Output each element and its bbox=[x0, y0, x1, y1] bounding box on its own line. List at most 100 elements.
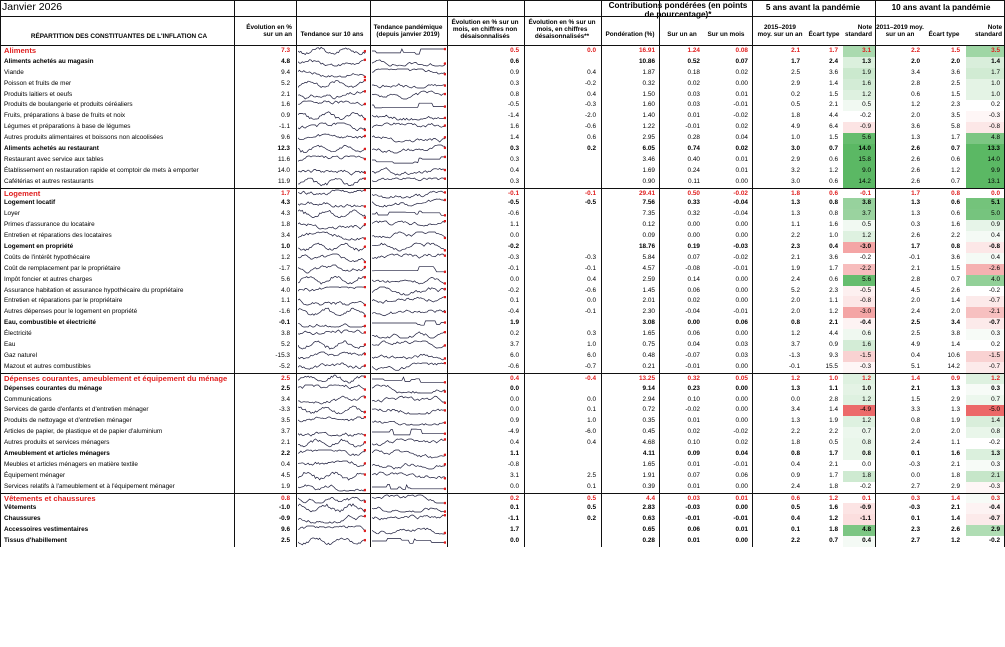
sparkline-trend bbox=[298, 329, 366, 336]
sparkline-latest-marker bbox=[443, 487, 446, 490]
sparkline-svg bbox=[298, 275, 366, 285]
sparkline-latest-marker bbox=[363, 434, 366, 437]
cell-cy: 0.01 bbox=[687, 537, 700, 545]
sparkline-svg bbox=[298, 89, 366, 100]
cell-sa bbox=[526, 209, 596, 220]
table-row: Impôt foncier et autres charges 5.6 0.0 0.4… bbox=[0, 274, 1005, 286]
standard-score-heat bbox=[843, 536, 875, 547]
sparkline-latest-marker bbox=[443, 236, 446, 240]
sparkline-trend bbox=[298, 144, 366, 153]
table-row: Restaurant avec service aux tables 11.6 0.… bbox=[0, 154, 1005, 166]
sparkline-svg bbox=[372, 68, 446, 76]
cell-cm: 0.03 bbox=[735, 351, 748, 359]
table-row: Dépenses courantes, ameublement et équip… bbox=[0, 372, 1005, 385]
sparkline-svg bbox=[298, 340, 366, 350]
column-divider bbox=[296, 0, 297, 548]
cell-mom: 0.5 bbox=[510, 47, 519, 54]
sparkline-trend bbox=[372, 538, 446, 544]
sparkline-svg bbox=[372, 296, 446, 305]
cell-cm: 0.00 bbox=[735, 417, 748, 425]
sparkline-latest-marker bbox=[363, 177, 366, 180]
sparkline-svg bbox=[298, 525, 366, 533]
sparkline bbox=[372, 460, 446, 471]
sparkline-trend bbox=[372, 276, 446, 285]
cell-cy: 0.03 bbox=[687, 90, 700, 98]
sparkline bbox=[372, 111, 446, 122]
cell-a10: 1.3 bbox=[911, 199, 920, 207]
sparkline-svg bbox=[298, 285, 366, 292]
cell-mom: -1.1 bbox=[507, 515, 519, 523]
sparkline-latest-marker bbox=[363, 304, 366, 307]
cell-n5: 14.0 bbox=[858, 145, 871, 153]
standard-score-heat bbox=[966, 176, 1004, 188]
standard-score-heat bbox=[966, 220, 1004, 232]
cell-s10: 1.4 bbox=[951, 515, 960, 523]
sparkline-trend bbox=[298, 209, 366, 219]
cell-cm: 0.06 bbox=[735, 471, 748, 479]
sparkline-trend bbox=[372, 242, 446, 252]
sparkline-svg bbox=[372, 408, 446, 415]
table-row: Aliments 7.3 0.5 0.0 16.91 1.24 0.08 2.1 1.7 3.1 2… bbox=[0, 46, 1005, 57]
sparkline-latest-marker bbox=[363, 58, 366, 62]
cell-s10: 14.2 bbox=[947, 362, 960, 370]
cell-cm: 0.06 bbox=[735, 319, 748, 327]
cell-a10: 0.1 bbox=[911, 449, 920, 457]
table-row: Autres produits et services ménagers 2.1 0… bbox=[0, 438, 1005, 449]
cell-sa: -0.6 bbox=[584, 286, 596, 294]
cell-a5: 3.0 bbox=[791, 177, 800, 185]
cell-w: 7.56 bbox=[642, 199, 655, 207]
cell-cy: 0.18 bbox=[687, 68, 700, 76]
sparkline-latest-marker bbox=[363, 343, 366, 346]
sparkline-latest-marker bbox=[363, 223, 366, 226]
sparkline-trend bbox=[372, 48, 446, 55]
sparkline-svg bbox=[298, 395, 366, 404]
cell-cy: 0.74 bbox=[687, 145, 700, 153]
cell-mom: -0.5 bbox=[507, 101, 519, 109]
cell-n5: 1.9 bbox=[862, 68, 871, 76]
cell-a5: 1.8 bbox=[791, 439, 800, 447]
header-sd5: Écart type bbox=[808, 31, 840, 38]
cell-cy: 0.40 bbox=[687, 155, 700, 163]
cell-sa: -0.3 bbox=[584, 253, 596, 261]
sparkline-latest-marker bbox=[363, 128, 366, 132]
cell-s10: 10.6 bbox=[947, 351, 960, 359]
cell-a5: -0.1 bbox=[788, 362, 800, 370]
standard-score-heat bbox=[966, 89, 1004, 101]
cell-n5: 15.8 bbox=[858, 155, 871, 163]
sparkline-svg bbox=[372, 384, 446, 394]
standard-score-heat bbox=[966, 394, 1004, 406]
cell-sa: 0.2 bbox=[587, 515, 596, 523]
sparkline-latest-marker bbox=[363, 538, 366, 542]
sparkline-trend bbox=[298, 471, 366, 481]
cell-cy: 0.06 bbox=[687, 330, 700, 338]
cell-a5: 2.3 bbox=[791, 243, 800, 251]
sparkline-latest-marker bbox=[443, 92, 446, 95]
cell-yoy: 2.5 bbox=[281, 384, 290, 392]
sparkline bbox=[298, 494, 366, 505]
sparkline bbox=[372, 405, 446, 416]
row-label: Dépenses courantes du ménage bbox=[4, 384, 103, 392]
sparkline-trend bbox=[372, 420, 446, 426]
sparkline bbox=[298, 253, 366, 264]
cell-cm: 0.00 bbox=[735, 297, 748, 305]
row-label: Légumes et préparations à base de légume… bbox=[4, 123, 131, 131]
cell-n5: 4.8 bbox=[862, 526, 871, 534]
cell-n5: 0.6 bbox=[862, 330, 871, 338]
cell-a10: 2.3 bbox=[911, 526, 920, 534]
sparkline bbox=[372, 329, 446, 340]
sparkline-trend bbox=[298, 168, 366, 176]
sparkline-latest-marker bbox=[443, 432, 446, 436]
standard-score-heat bbox=[843, 470, 875, 482]
sparkline-trend bbox=[372, 253, 446, 259]
sparkline-latest-marker bbox=[443, 83, 446, 87]
cell-cm: 0.00 bbox=[735, 177, 748, 185]
sparkline-svg bbox=[298, 515, 366, 524]
cell-yoy: 4.3 bbox=[281, 210, 290, 218]
standard-score-heat bbox=[966, 514, 1004, 526]
sparkline-latest-marker bbox=[363, 411, 366, 414]
standard-score-heat bbox=[966, 122, 1004, 134]
sparkline-latest-marker bbox=[363, 441, 366, 444]
cell-n5: 3.8 bbox=[862, 199, 871, 207]
table-row: Accessoires vestimentaires 9.6 1.7 0.65 0.06… bbox=[0, 525, 1005, 537]
sparkline bbox=[298, 351, 366, 362]
